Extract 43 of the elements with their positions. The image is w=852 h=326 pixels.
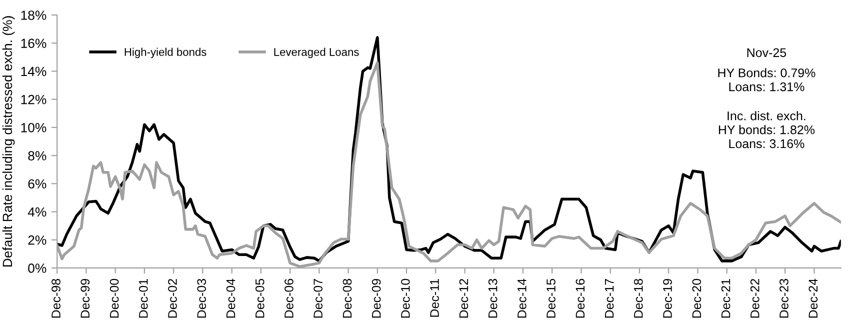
x-tick-label: Dec-05 bbox=[255, 278, 264, 318]
x-tick-label: Dec-23 bbox=[780, 278, 788, 318]
x-tick-label: Dec-16 bbox=[576, 278, 585, 318]
x-tick-label: Dec-98 bbox=[52, 278, 60, 318]
y-tick-label: 6% bbox=[28, 179, 46, 189]
x-tick-label: Dec-13 bbox=[488, 278, 498, 318]
y-tick-label: 4% bbox=[28, 207, 46, 217]
y-tick-label: 14% bbox=[21, 66, 46, 76]
x-tick-label: Dec-04 bbox=[226, 278, 236, 318]
x-tick-label: Dec-22 bbox=[750, 279, 760, 318]
annotation: HY Bonds: 0.79% Loans: 1.31% bbox=[718, 68, 816, 92]
x-tick-label: Dec-07 bbox=[314, 279, 322, 318]
x-tick-label: Dec-99 bbox=[80, 278, 90, 318]
annotation: Nov-25 bbox=[747, 48, 786, 58]
y-tick-label: 0% bbox=[28, 264, 46, 273]
x-tick-label: Dec-21 bbox=[721, 278, 730, 318]
x-tick-label: Dec-01 bbox=[138, 278, 148, 318]
y-axis-title: Default Rate including distressed exch. (%) bbox=[2, 16, 15, 267]
x-tick-label: Dec-11 bbox=[430, 278, 439, 317]
x-tick-label: Dec-20 bbox=[692, 278, 702, 318]
x-tick-label: Dec-14 bbox=[518, 278, 526, 318]
x-tick-label: Dec-09 bbox=[372, 278, 381, 318]
legend-label: Leveraged Loans bbox=[274, 48, 359, 58]
x-tick-label: Dec-06 bbox=[284, 278, 294, 318]
y-tick-label: 16% bbox=[21, 38, 46, 48]
y-tick-label: 10% bbox=[21, 122, 46, 132]
legend-label: High-yield bonds bbox=[124, 48, 206, 58]
x-tick-label: Dec-12 bbox=[459, 279, 468, 318]
x-tick-label: Dec-19 bbox=[663, 278, 672, 318]
x-tick-label: Dec-18 bbox=[634, 278, 643, 318]
x-tick-label: Dec-02 bbox=[168, 279, 177, 318]
x-tick-label: Dec-03 bbox=[197, 278, 206, 318]
y-tick-label: 2% bbox=[28, 235, 46, 245]
y-tick-label: 12% bbox=[21, 94, 46, 104]
annotation: Inc. dist. exch. HY bonds: 1.82% Loans: 3.16% bbox=[718, 111, 815, 148]
y-tick-label: 8% bbox=[28, 151, 46, 160]
y-tick-label: 18% bbox=[21, 10, 46, 20]
x-tick-label: Dec-00 bbox=[110, 278, 119, 318]
x-tick-label: Dec-10 bbox=[401, 278, 410, 318]
x-tick-label: Dec-08 bbox=[342, 278, 352, 318]
x-tick-label: Dec-24 bbox=[808, 278, 818, 318]
x-tick-label: Dec-17 bbox=[604, 279, 614, 318]
x-tick-label: Dec-15 bbox=[546, 278, 556, 318]
